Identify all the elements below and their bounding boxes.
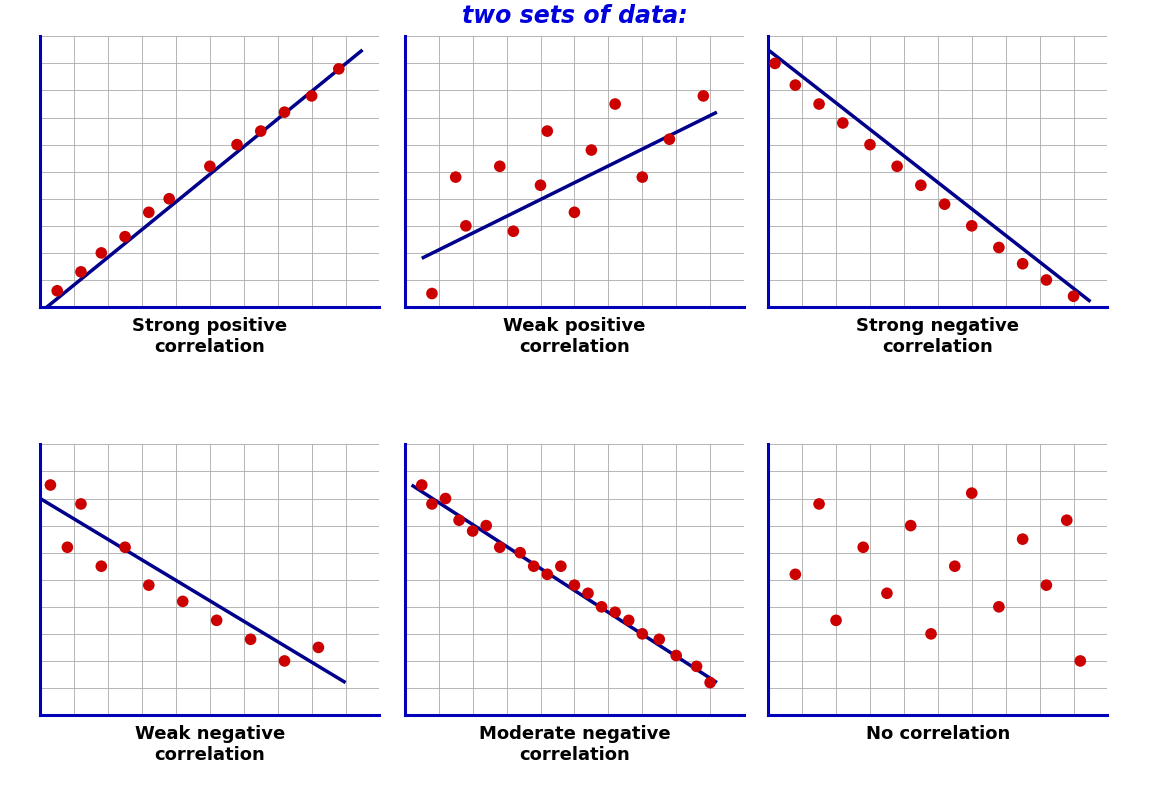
Point xyxy=(524,560,543,573)
Text: Strong negative
correlation: Strong negative correlation xyxy=(857,317,1019,356)
Point xyxy=(423,287,442,300)
Point xyxy=(309,641,328,654)
Point xyxy=(650,633,668,646)
Point xyxy=(538,124,557,137)
Point xyxy=(810,498,828,511)
Point xyxy=(1037,273,1056,286)
Point xyxy=(606,606,624,619)
Point xyxy=(116,230,135,243)
Point xyxy=(1071,654,1089,667)
Point xyxy=(139,206,158,219)
Point xyxy=(695,90,713,103)
Point xyxy=(275,654,293,667)
Point xyxy=(116,541,135,553)
Point xyxy=(41,478,60,491)
Point xyxy=(1065,290,1083,303)
Point xyxy=(990,600,1009,613)
Point xyxy=(92,246,110,259)
Point xyxy=(1058,514,1076,527)
Point xyxy=(667,649,685,662)
Point xyxy=(606,98,624,111)
Point xyxy=(1013,257,1032,270)
Point xyxy=(160,192,178,205)
Point xyxy=(275,106,293,119)
Point xyxy=(854,541,873,553)
Point xyxy=(71,498,90,511)
Point xyxy=(491,160,509,173)
Point xyxy=(787,78,805,91)
Point xyxy=(436,492,454,505)
Point xyxy=(71,265,90,278)
Point xyxy=(1013,532,1032,545)
Point xyxy=(877,587,896,600)
Point xyxy=(302,90,321,103)
Point xyxy=(990,241,1009,254)
Point xyxy=(242,633,260,646)
Point xyxy=(330,62,348,75)
Point xyxy=(582,144,600,157)
Point xyxy=(902,519,920,532)
Point xyxy=(834,116,852,129)
Point xyxy=(922,627,941,640)
Point xyxy=(450,514,468,527)
Point xyxy=(592,600,611,613)
Text: Weak negative
correlation: Weak negative correlation xyxy=(135,725,285,764)
Point xyxy=(566,206,583,219)
Point xyxy=(491,541,509,553)
Text: No correlation: No correlation xyxy=(866,725,1010,743)
Point xyxy=(1037,579,1056,591)
Point xyxy=(566,579,583,591)
Point xyxy=(552,560,570,573)
Point xyxy=(827,614,845,627)
Point xyxy=(787,568,805,581)
Point xyxy=(660,133,678,145)
Point xyxy=(538,568,557,581)
Point xyxy=(963,486,981,499)
Text: two sets of data:: two sets of data: xyxy=(462,4,688,28)
Point xyxy=(620,614,638,627)
Point xyxy=(207,614,225,627)
Point xyxy=(457,219,475,233)
Point xyxy=(92,560,110,573)
Point xyxy=(688,660,706,673)
Point xyxy=(59,541,77,553)
Point xyxy=(945,560,964,573)
Point xyxy=(578,587,597,600)
Point xyxy=(766,57,784,69)
Point xyxy=(888,160,906,173)
Point xyxy=(632,627,651,640)
Point xyxy=(531,179,550,191)
Point xyxy=(477,519,496,532)
Point xyxy=(48,284,67,297)
Point xyxy=(702,676,720,689)
Point xyxy=(810,98,828,111)
Point xyxy=(504,225,522,238)
Point xyxy=(632,170,651,183)
Point xyxy=(860,138,880,151)
Point xyxy=(139,579,158,591)
Point xyxy=(423,498,442,511)
Point xyxy=(912,179,930,191)
Point xyxy=(463,524,482,537)
Point xyxy=(446,170,465,183)
Point xyxy=(252,124,270,137)
Point xyxy=(511,546,529,559)
Point xyxy=(935,198,953,211)
Point xyxy=(200,160,218,173)
Point xyxy=(174,595,192,608)
Text: Moderate negative
correlation: Moderate negative correlation xyxy=(478,725,670,764)
Point xyxy=(413,478,431,491)
Point xyxy=(963,219,981,233)
Text: Weak positive
correlation: Weak positive correlation xyxy=(504,317,645,356)
Point xyxy=(228,138,246,151)
Text: Strong positive
correlation: Strong positive correlation xyxy=(132,317,288,356)
